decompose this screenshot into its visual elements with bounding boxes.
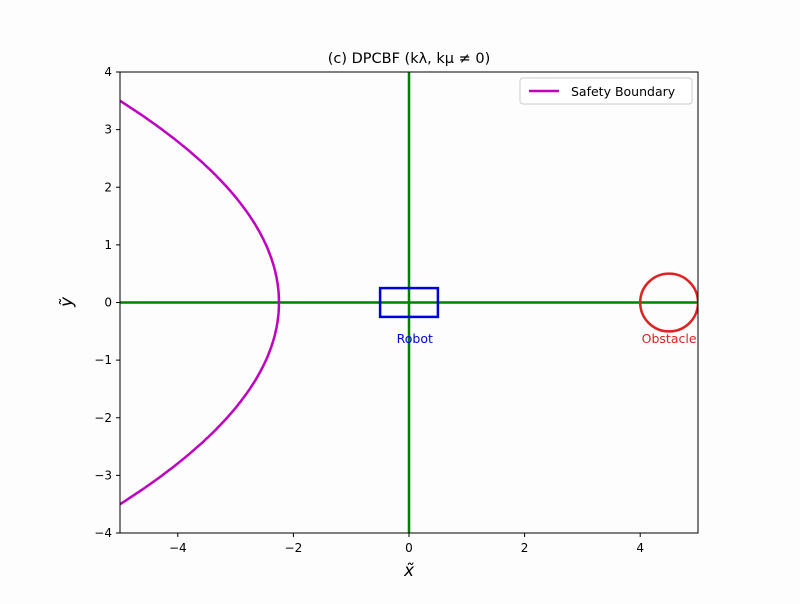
y-tick-label: −3	[94, 468, 112, 482]
x-axis-label: x̃	[403, 561, 415, 581]
robot-rect	[378, 286, 440, 319]
y-tick-label: 0	[104, 296, 112, 310]
x-tick-label: −2	[285, 541, 303, 555]
legend-box	[519, 77, 693, 105]
y-axis-label: ỹ	[57, 296, 77, 308]
legend-label: Safety Boundary	[571, 84, 676, 99]
x-tick-label: 0	[405, 541, 413, 555]
safety-boundary-curve	[120, 99, 281, 506]
y-tick-label: −2	[94, 411, 112, 425]
chart-title: (c) DPCBF (kλ, kμ ≠ 0)	[328, 51, 491, 67]
obstacle-label: Obstacle	[642, 331, 697, 346]
y-tick-label: 2	[104, 180, 112, 194]
y-tick-label: −1	[94, 353, 112, 367]
robot-label: Robot	[397, 331, 433, 346]
y-tick-label: −4	[94, 526, 112, 540]
x-tick-label: 4	[636, 541, 644, 555]
x-tick-label: −4	[169, 541, 187, 555]
y-tick-label: 3	[104, 123, 112, 137]
legend: Safety Boundary	[519, 77, 693, 105]
y-tick-label: 1	[104, 238, 112, 252]
y-tick-label: 4	[104, 65, 112, 79]
x-tick-label: 2	[521, 541, 529, 555]
